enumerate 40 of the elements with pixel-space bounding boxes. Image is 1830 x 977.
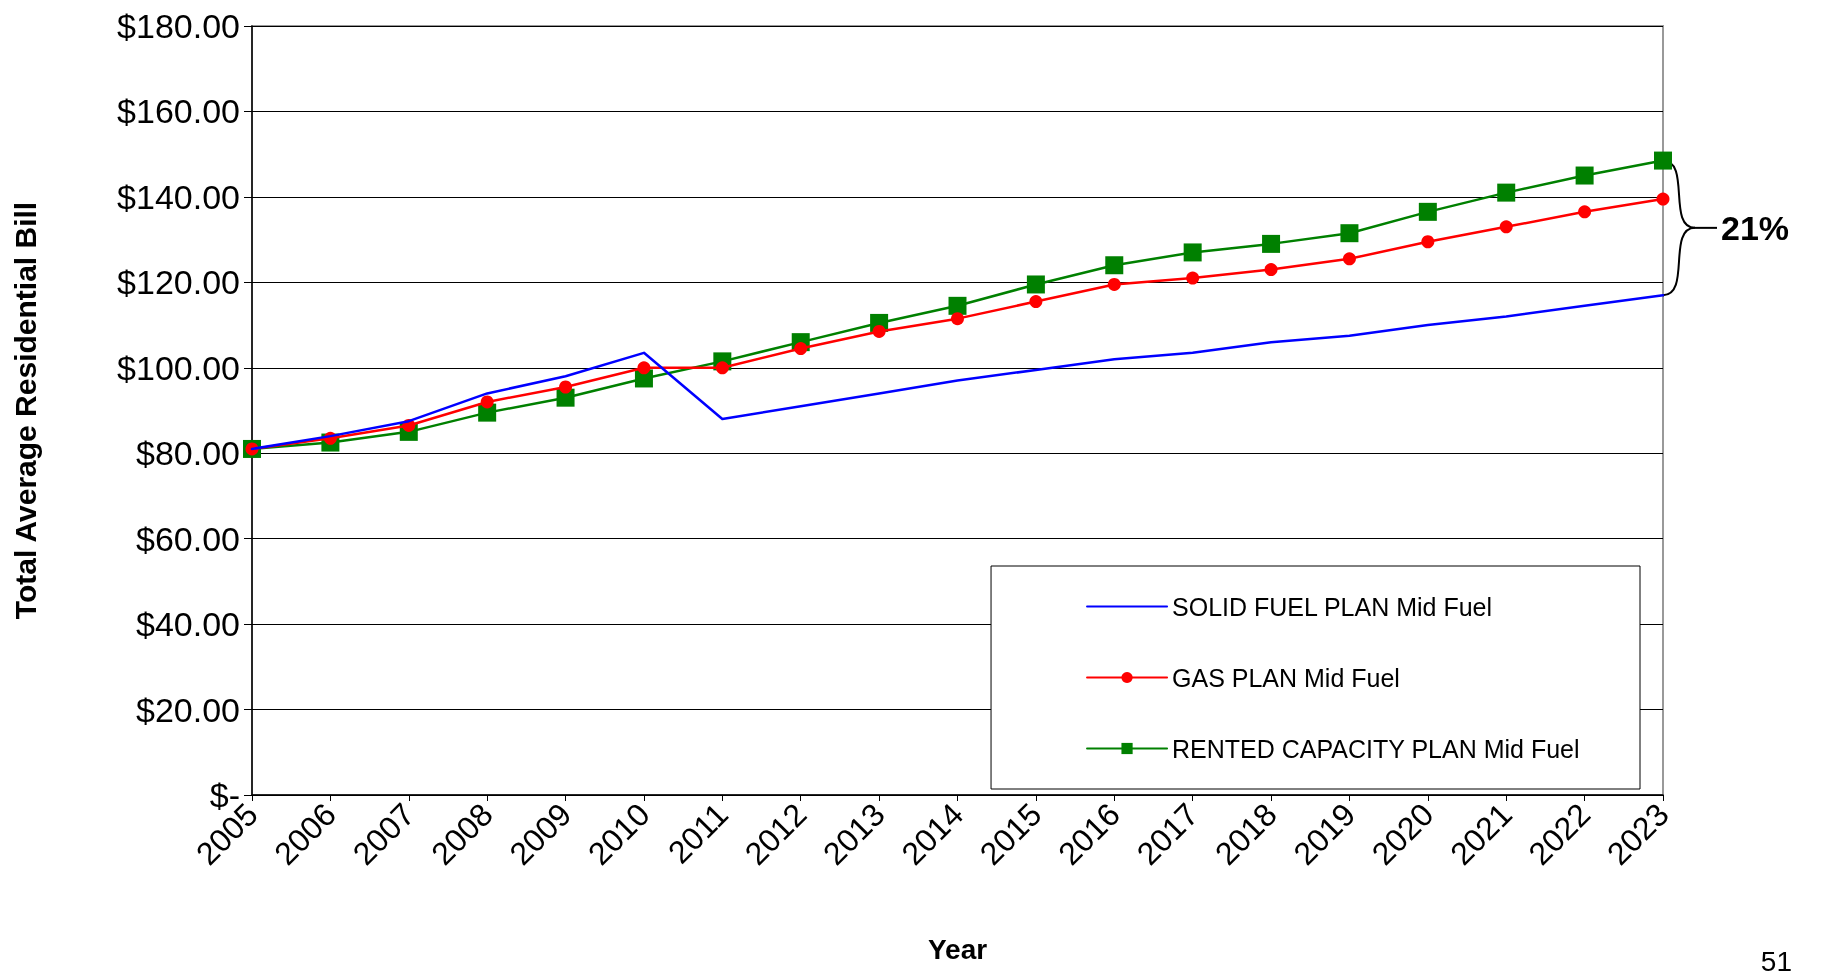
y-tick-label: $80.00: [136, 434, 240, 473]
y-tick-label: $160.00: [117, 92, 240, 131]
y-tick-label: $120.00: [117, 263, 240, 302]
y-tick-label: $20.00: [136, 690, 240, 729]
text: 51: [1760, 945, 1793, 977]
point: [1107, 277, 1121, 291]
point: [948, 296, 967, 315]
y-tick-label: $180.00: [117, 7, 240, 45]
point: [1262, 234, 1281, 253]
y-tick-label: $60.00: [136, 519, 240, 558]
point: [637, 361, 651, 375]
point: [951, 312, 964, 326]
y-tick-label: $40.00: [136, 605, 240, 644]
point: [1656, 192, 1670, 206]
point: [559, 380, 573, 394]
point: [480, 395, 494, 409]
point: [1497, 183, 1516, 202]
point: [1105, 256, 1124, 275]
legend-label: GAS PLAN Mid Fuel: [1172, 663, 1400, 692]
point: [1418, 202, 1437, 221]
point: [872, 324, 886, 338]
point: [1264, 263, 1278, 277]
point: [1575, 166, 1594, 185]
point: [1340, 224, 1359, 243]
x-axis-title: Year: [927, 933, 988, 965]
point: [1654, 151, 1672, 170]
y-axis-title: Total Average Residential Bill: [8, 201, 42, 620]
annotation: 21%: [1721, 208, 1790, 247]
point: [1186, 271, 1200, 285]
y-tick-label: $140.00: [117, 177, 240, 216]
legend-label: SOLID FUEL PLAN Mid Fuel: [1172, 592, 1493, 621]
point: [1029, 295, 1043, 309]
point: [1578, 205, 1592, 219]
y-tick-label: $100.00: [117, 348, 240, 387]
point: [1421, 235, 1435, 249]
point: [1183, 243, 1202, 262]
point: [1499, 220, 1513, 234]
point: [1026, 275, 1045, 294]
point: [1342, 252, 1356, 266]
legend-label: RENTED CAPACITY PLAN Mid Fuel: [1172, 734, 1580, 763]
